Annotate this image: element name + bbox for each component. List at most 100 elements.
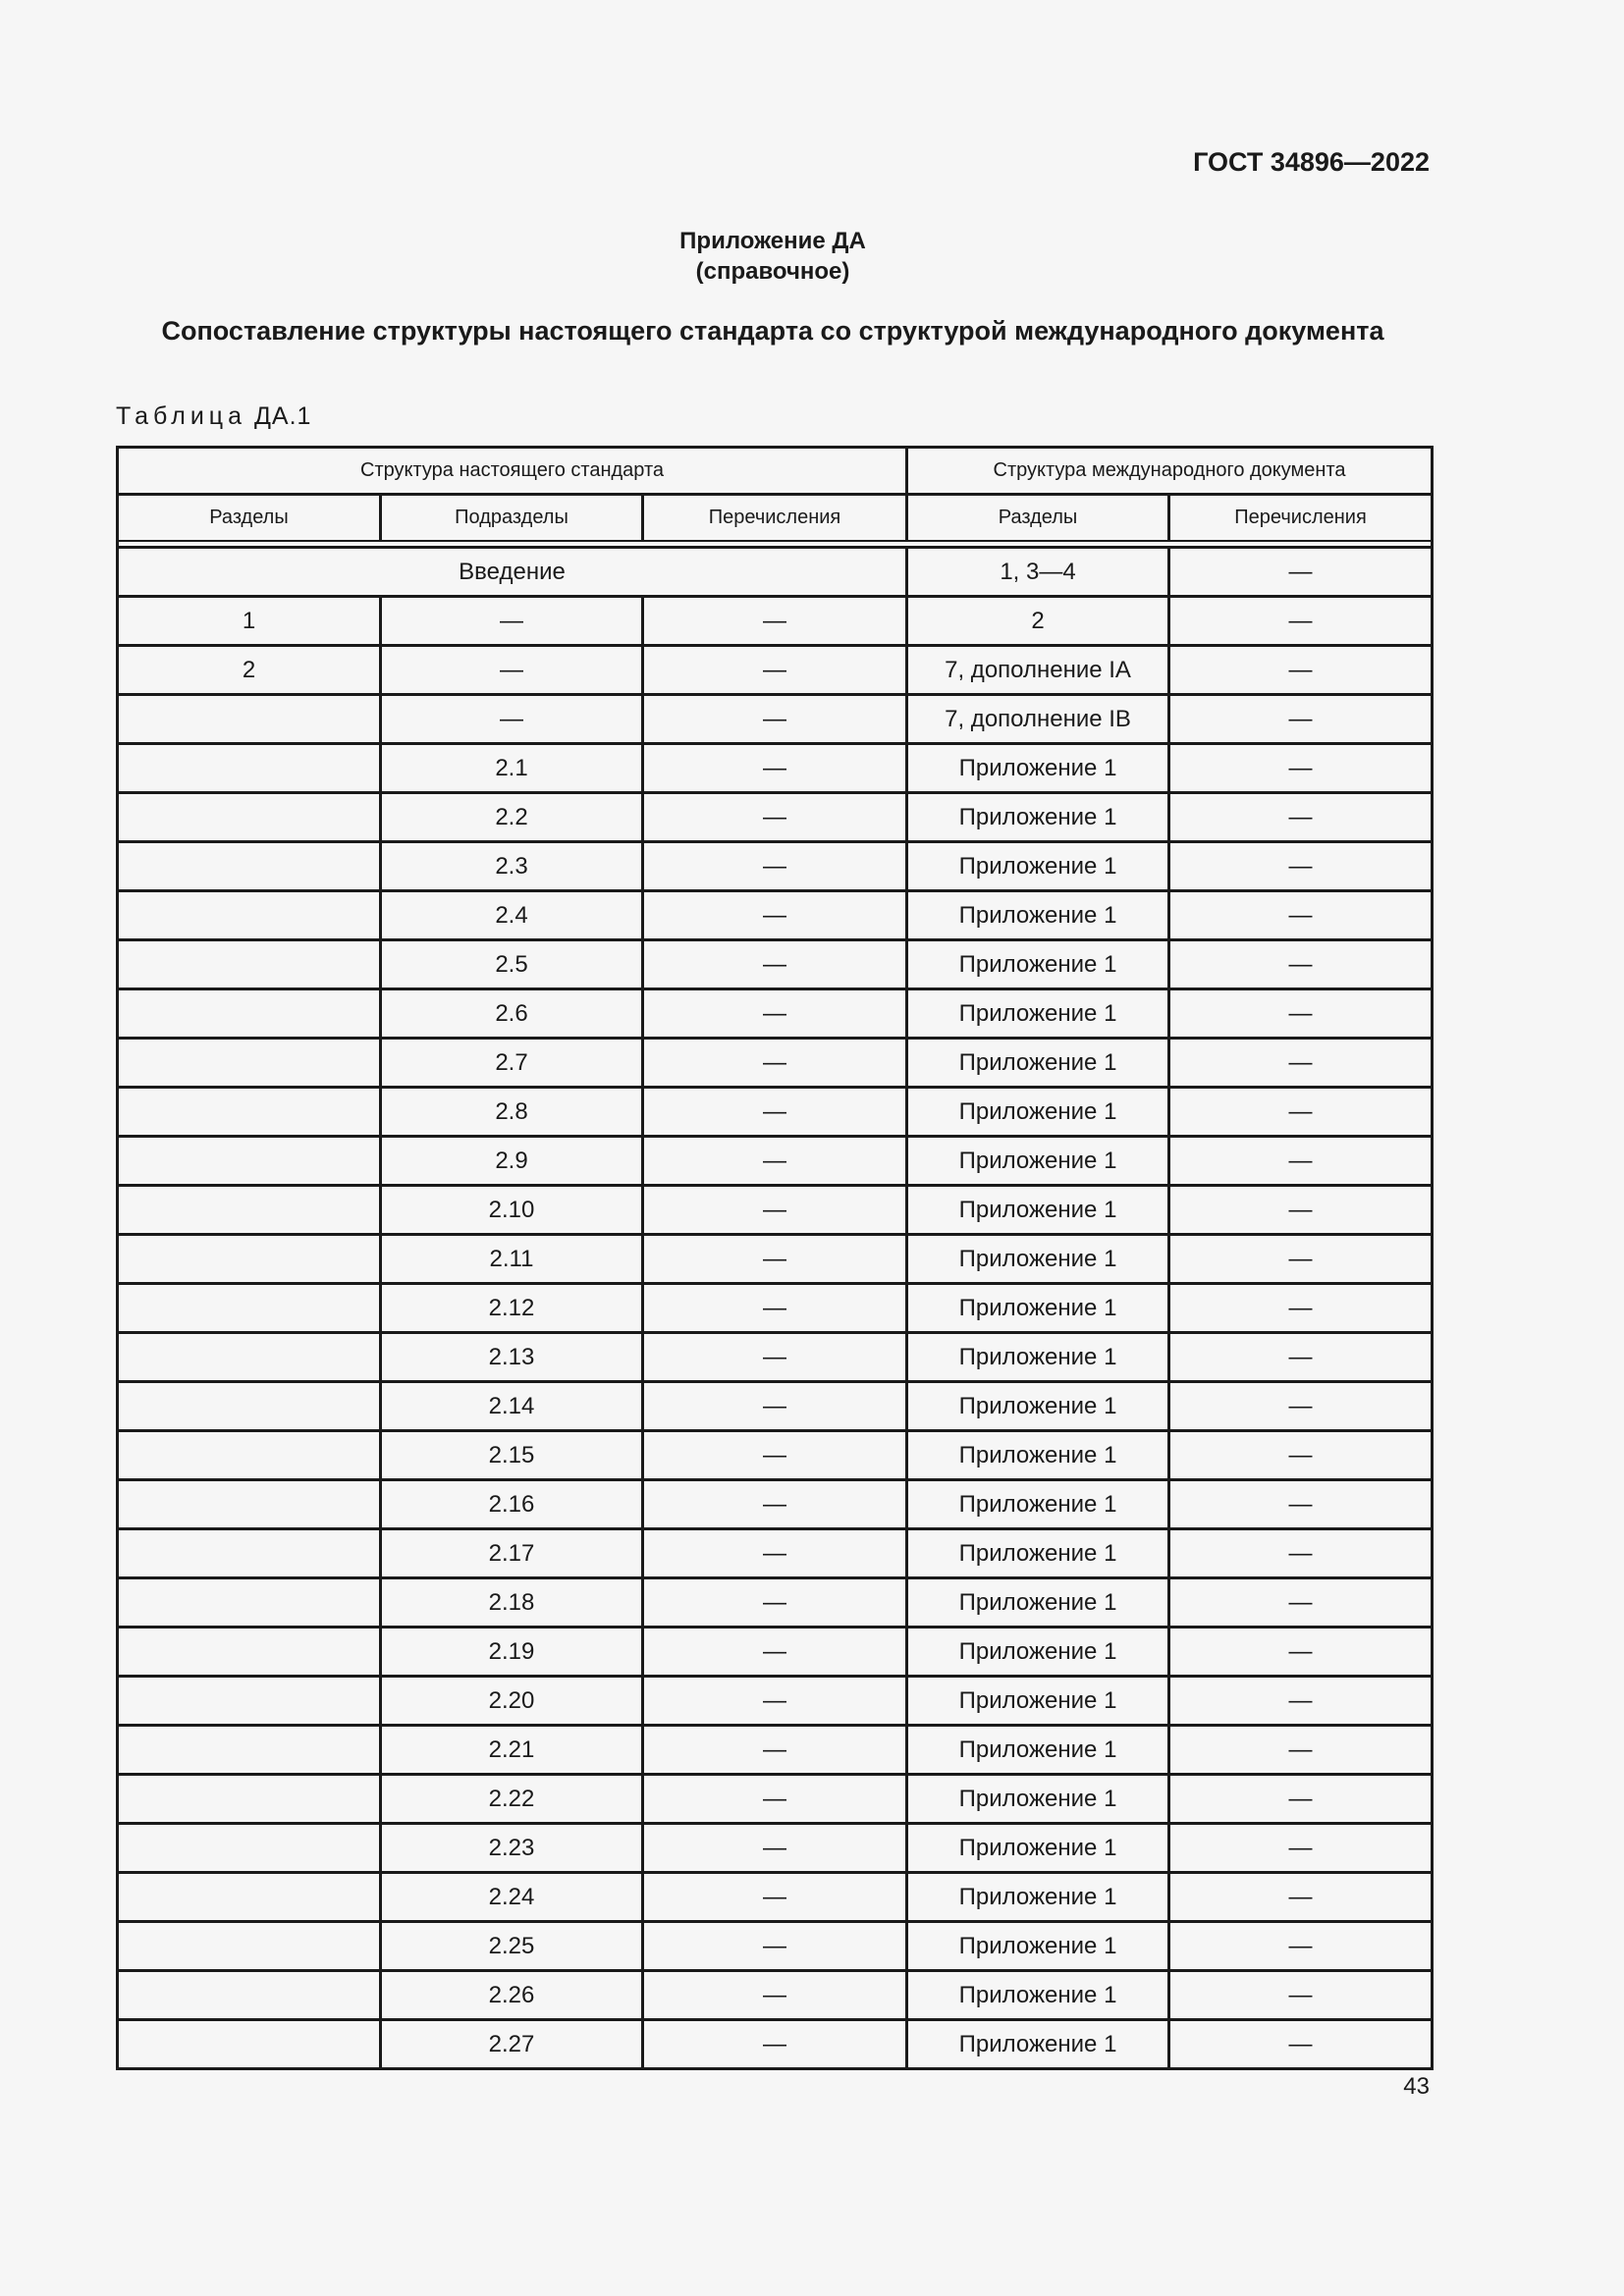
table-cell: — bbox=[1167, 1282, 1435, 1334]
table-row: 1— —2— bbox=[116, 595, 1435, 647]
table-cell: — bbox=[640, 1184, 909, 1236]
table-row: 2.18— Приложение 1— bbox=[116, 1576, 1435, 1629]
table-row: 2.15— Приложение 1— bbox=[116, 1429, 1435, 1481]
table-cell bbox=[116, 1282, 382, 1334]
table-cell: Приложение 1 bbox=[905, 1037, 1171, 1089]
table-cell: — bbox=[640, 938, 909, 990]
table-cell: — bbox=[1167, 1037, 1435, 1089]
column-header: Разделы bbox=[116, 493, 382, 542]
table-cell: 2.14 bbox=[379, 1380, 644, 1432]
table-cell: Приложение 1 bbox=[905, 840, 1171, 892]
column-header: Перечисления bbox=[640, 493, 909, 542]
table-cell: — bbox=[1167, 889, 1435, 941]
table-cell: Приложение 1 bbox=[905, 1822, 1171, 1874]
table-cell: — bbox=[640, 988, 909, 1040]
group-header-national: Структура настоящего стандарта bbox=[115, 446, 909, 496]
table-cell bbox=[116, 1086, 382, 1138]
table-cell bbox=[116, 791, 382, 843]
annex-heading: Приложение ДА (справочное) bbox=[0, 226, 1545, 287]
table-row: 2.8— Приложение 1— bbox=[116, 1086, 1435, 1138]
table-cell: Приложение 1 bbox=[905, 938, 1171, 990]
table-cell: — bbox=[1167, 1773, 1435, 1825]
table-cell bbox=[116, 1478, 382, 1530]
annex-subtitle: (справочное) bbox=[695, 258, 850, 285]
table-cell: 2.4 bbox=[379, 889, 644, 941]
table-cell bbox=[116, 1135, 382, 1187]
page-title: Сопоставление структуры настоящего станд… bbox=[161, 316, 1384, 346]
table-cell: — bbox=[1167, 595, 1435, 647]
table-cell bbox=[116, 693, 382, 745]
table-cell: — bbox=[1167, 791, 1435, 843]
table-row-intro: Введение 1, 3—4 — bbox=[115, 546, 1435, 598]
table-cell: — bbox=[1167, 1527, 1435, 1579]
table-cell: Приложение 1 bbox=[905, 1675, 1171, 1727]
table-cell: — bbox=[640, 1135, 909, 1187]
table-cell bbox=[116, 1773, 382, 1825]
table-cell bbox=[116, 889, 382, 941]
table-cell: — bbox=[640, 1331, 909, 1383]
table-row: 2.23— Приложение 1— bbox=[116, 1822, 1435, 1874]
column-header: Подразделы bbox=[379, 493, 644, 542]
table-cell: 2.25 bbox=[379, 1920, 644, 1972]
table-cell: — bbox=[1167, 1233, 1435, 1285]
table-cell: — bbox=[1167, 1429, 1435, 1481]
table-cell: 2.26 bbox=[379, 1969, 644, 2021]
table-row: 2.19— Приложение 1— bbox=[116, 1626, 1435, 1678]
table-cell: 2.15 bbox=[379, 1429, 644, 1481]
table-cell: — bbox=[1167, 1969, 1435, 2021]
table-cell: Приложение 1 bbox=[905, 1429, 1171, 1481]
table-cell: — bbox=[640, 1773, 909, 1825]
table-cell: Введение bbox=[115, 546, 909, 598]
table-cell: — bbox=[1167, 1920, 1435, 1972]
table-cell: 2.24 bbox=[379, 1871, 644, 1923]
table-cell: 2.18 bbox=[379, 1576, 644, 1629]
table-cell: — bbox=[640, 1527, 909, 1579]
table-row: 2.3— Приложение 1— bbox=[116, 840, 1435, 892]
table-cell: — bbox=[640, 644, 909, 696]
table-cell: 2.6 bbox=[379, 988, 644, 1040]
table-cell: — bbox=[640, 1822, 909, 1874]
table-cell: — bbox=[640, 2018, 909, 2070]
table-row: 2.4— Приложение 1— bbox=[116, 889, 1435, 941]
table-cell bbox=[116, 938, 382, 990]
table-cell: Приложение 1 bbox=[905, 1969, 1171, 2021]
table-row: 2.5— Приложение 1— bbox=[116, 938, 1435, 990]
table-cell: Приложение 1 bbox=[905, 791, 1171, 843]
table-cell: — bbox=[379, 693, 644, 745]
table-cell: 2 bbox=[116, 644, 382, 696]
table-cell: 1 bbox=[116, 595, 382, 647]
table-cell: Приложение 1 bbox=[905, 1871, 1171, 1923]
table-cell: — bbox=[1167, 1331, 1435, 1383]
table-cell: — bbox=[1167, 1086, 1435, 1138]
table-cell bbox=[116, 1675, 382, 1727]
table-row: 2.12— Приложение 1— bbox=[116, 1282, 1435, 1334]
table-row: 2.7— Приложение 1— bbox=[116, 1037, 1435, 1089]
table-cell: — bbox=[1167, 1626, 1435, 1678]
table-cell: 2.8 bbox=[379, 1086, 644, 1138]
table-cell: — bbox=[640, 1920, 909, 1972]
table-cell: — bbox=[1167, 1871, 1435, 1923]
table-cell: Приложение 1 bbox=[905, 1331, 1171, 1383]
table-row: 2.26— Приложение 1— bbox=[116, 1969, 1435, 2021]
table-cell: 2.20 bbox=[379, 1675, 644, 1727]
table-cell: 2.16 bbox=[379, 1478, 644, 1530]
table-label-word: Таблица bbox=[116, 402, 247, 430]
table-label: Таблица ДА.1 bbox=[116, 402, 311, 431]
table-cell bbox=[116, 1527, 382, 1579]
table-cell: — bbox=[640, 1282, 909, 1334]
table-cell: Приложение 1 bbox=[905, 742, 1171, 794]
table-cell bbox=[116, 1576, 382, 1629]
table-cell: — bbox=[640, 1478, 909, 1530]
table-cell: Приложение 1 bbox=[905, 1724, 1171, 1776]
table-cell: 1, 3—4 bbox=[905, 546, 1171, 598]
table-cell: — bbox=[1167, 546, 1435, 598]
comparison-table: Структура настоящего стандарта Структура… bbox=[115, 446, 1435, 2070]
table-cell: Приложение 1 bbox=[905, 1086, 1171, 1138]
table-cell: — bbox=[640, 1626, 909, 1678]
column-header: Разделы bbox=[905, 493, 1171, 542]
annex-title: Приложение ДА bbox=[679, 228, 866, 254]
table-cell bbox=[116, 1233, 382, 1285]
table-cell bbox=[116, 1724, 382, 1776]
table-cell: — bbox=[1167, 1675, 1435, 1727]
table-cell: Приложение 1 bbox=[905, 1920, 1171, 1972]
